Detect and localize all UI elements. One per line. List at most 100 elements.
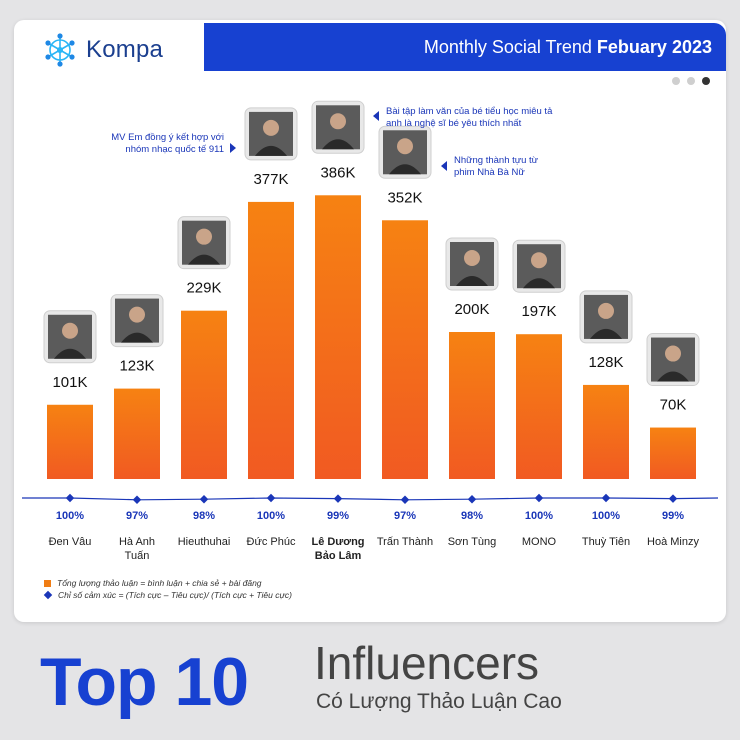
- bar-value-label: 377K: [253, 171, 288, 188]
- avatar-body: [322, 139, 354, 150]
- avatar-body: [121, 332, 153, 343]
- sentiment-line: [22, 497, 719, 501]
- annotation-pointer: [441, 161, 447, 171]
- sentiment-value-label: 98%: [193, 510, 215, 522]
- category-label: MONO: [522, 536, 557, 548]
- annotation-text: MV Em đồng ý kết hợp với nhóm nhạc quốc t…: [111, 132, 224, 155]
- sentiment-value-label: 97%: [126, 510, 148, 522]
- category-label: Trấn Thành: [377, 536, 433, 548]
- header-title-date: Febuary 2023: [596, 37, 712, 57]
- avatar-body: [255, 145, 287, 156]
- bar: [382, 220, 428, 479]
- category-label: Hoà Minzy: [647, 536, 699, 548]
- sentiment-value-label: 97%: [394, 510, 416, 522]
- annotation-text: Bài tập làm văn của bé tiểu học miêu tả a…: [386, 106, 553, 129]
- avatar-body: [188, 254, 220, 265]
- avatar-body: [389, 164, 421, 175]
- category-label: Thuỳ Tiên: [582, 536, 630, 548]
- chart-card: Monthly Social Trend Febuary 2023 Kompa …: [14, 20, 726, 622]
- annotation-text: Những thành tựu từ phim Nhà Bà Nữ: [454, 155, 539, 178]
- avatar-head: [62, 322, 78, 339]
- annotation-pointer: [230, 143, 236, 153]
- avatar-body: [456, 276, 488, 286]
- sentiment-marker: [333, 494, 343, 503]
- bar-value-label: 197K: [521, 303, 556, 320]
- category-label: Lê Dương Bảo Lâm: [311, 536, 364, 562]
- sentiment-value-label: 98%: [461, 510, 483, 522]
- bar: [449, 332, 495, 479]
- legend-bar-swatch: [44, 579, 51, 587]
- logo-text: Kompa: [86, 36, 164, 63]
- bar-value-label: 229K: [186, 280, 221, 297]
- bar: [516, 334, 562, 479]
- avatar-head: [397, 138, 413, 155]
- legend-label-discussion: Tổng lượng thảo luận = bình luận + chia …: [57, 578, 262, 588]
- annotation-pointer: [373, 111, 379, 121]
- bar: [181, 310, 227, 479]
- bar: [315, 195, 361, 480]
- bar-chart: 101K 100% Đen Vâu 123K 97% Hà Anh Tuấn 229K 98% H…: [22, 100, 719, 562]
- bar-value-label: 123K: [119, 358, 154, 375]
- bar: [114, 388, 160, 479]
- avatar-head: [464, 250, 480, 266]
- bar: [248, 201, 294, 479]
- avatar-body: [523, 278, 555, 289]
- bar-value-label: 386K: [320, 164, 355, 181]
- category-label: Sơn Tùng: [448, 536, 497, 548]
- sentiment-marker: [132, 495, 142, 505]
- header-title: Monthly Social Trend Febuary 2023: [424, 37, 712, 58]
- legend-label-sentiment: Chỉ số cảm xúc = (Tích cực – Tiêu cực)/ …: [58, 590, 292, 600]
- sentiment-marker: [400, 495, 410, 505]
- page-dots: [672, 77, 710, 85]
- bar-value-label: 101K: [52, 374, 87, 391]
- kompa-logo-icon: [45, 33, 75, 67]
- header-title-prefix: Monthly Social Trend: [423, 37, 597, 57]
- footer-title: Influencers: [314, 637, 540, 689]
- sentiment-marker: [266, 493, 276, 503]
- sentiment-marker: [534, 493, 544, 503]
- bar-value-label: 70K: [660, 397, 687, 414]
- header-band: Monthly Social Trend Febuary 2023: [204, 23, 726, 71]
- sentiment-marker: [668, 494, 678, 503]
- sentiment-marker: [65, 493, 75, 503]
- sentiment-value-label: 100%: [56, 510, 84, 522]
- bar-value-label: 352K: [387, 189, 422, 206]
- bar-value-label: 200K: [454, 301, 489, 318]
- avatar-head: [196, 228, 212, 245]
- legend-diamond-swatch: [43, 590, 53, 600]
- avatar-head: [665, 345, 681, 362]
- category-label: Đen Vâu: [49, 536, 92, 548]
- avatar-body: [54, 348, 86, 359]
- avatar-head: [531, 252, 547, 269]
- sentiment-marker: [467, 494, 477, 504]
- sentiment-value-label: 99%: [662, 510, 684, 522]
- sentiment-value-label: 100%: [257, 510, 285, 522]
- page-dot-1[interactable]: [672, 77, 680, 85]
- footer-subtitle: Có Lượng Thảo Luận Cao: [316, 690, 562, 713]
- legend-item-discussion: Tổng lượng thảo luận = bình luận + chia …: [44, 578, 292, 588]
- footer-top10: Top 10: [40, 644, 249, 720]
- avatar-head: [129, 306, 145, 323]
- avatar-body: [657, 371, 689, 382]
- sentiment-marker: [199, 494, 209, 504]
- category-label: Hà Anh Tuấn: [119, 536, 155, 562]
- sentiment-value-label: 99%: [327, 510, 349, 522]
- chart-legend: Tổng lượng thảo luận = bình luận + chia …: [43, 578, 292, 602]
- avatar-head: [263, 119, 279, 136]
- bar: [47, 404, 93, 479]
- bar-value-label: 128K: [588, 354, 623, 371]
- category-label: Hieuthuhai: [178, 536, 231, 548]
- avatar-body: [590, 328, 622, 339]
- sentiment-value-label: 100%: [592, 510, 620, 522]
- sentiment-marker: [601, 493, 611, 503]
- avatar-head: [330, 113, 346, 130]
- bar: [650, 427, 696, 479]
- bar: [583, 384, 629, 479]
- category-label: Đức Phúc: [247, 536, 296, 548]
- avatar-head: [598, 302, 614, 319]
- kompa-logo: Kompa: [42, 32, 163, 68]
- sentiment-value-label: 100%: [525, 510, 553, 522]
- legend-item-sentiment: Chỉ số cảm xúc = (Tích cực – Tiêu cực)/ …: [43, 590, 292, 600]
- page-dot-2[interactable]: [687, 77, 695, 85]
- page-dot-3[interactable]: [702, 77, 710, 85]
